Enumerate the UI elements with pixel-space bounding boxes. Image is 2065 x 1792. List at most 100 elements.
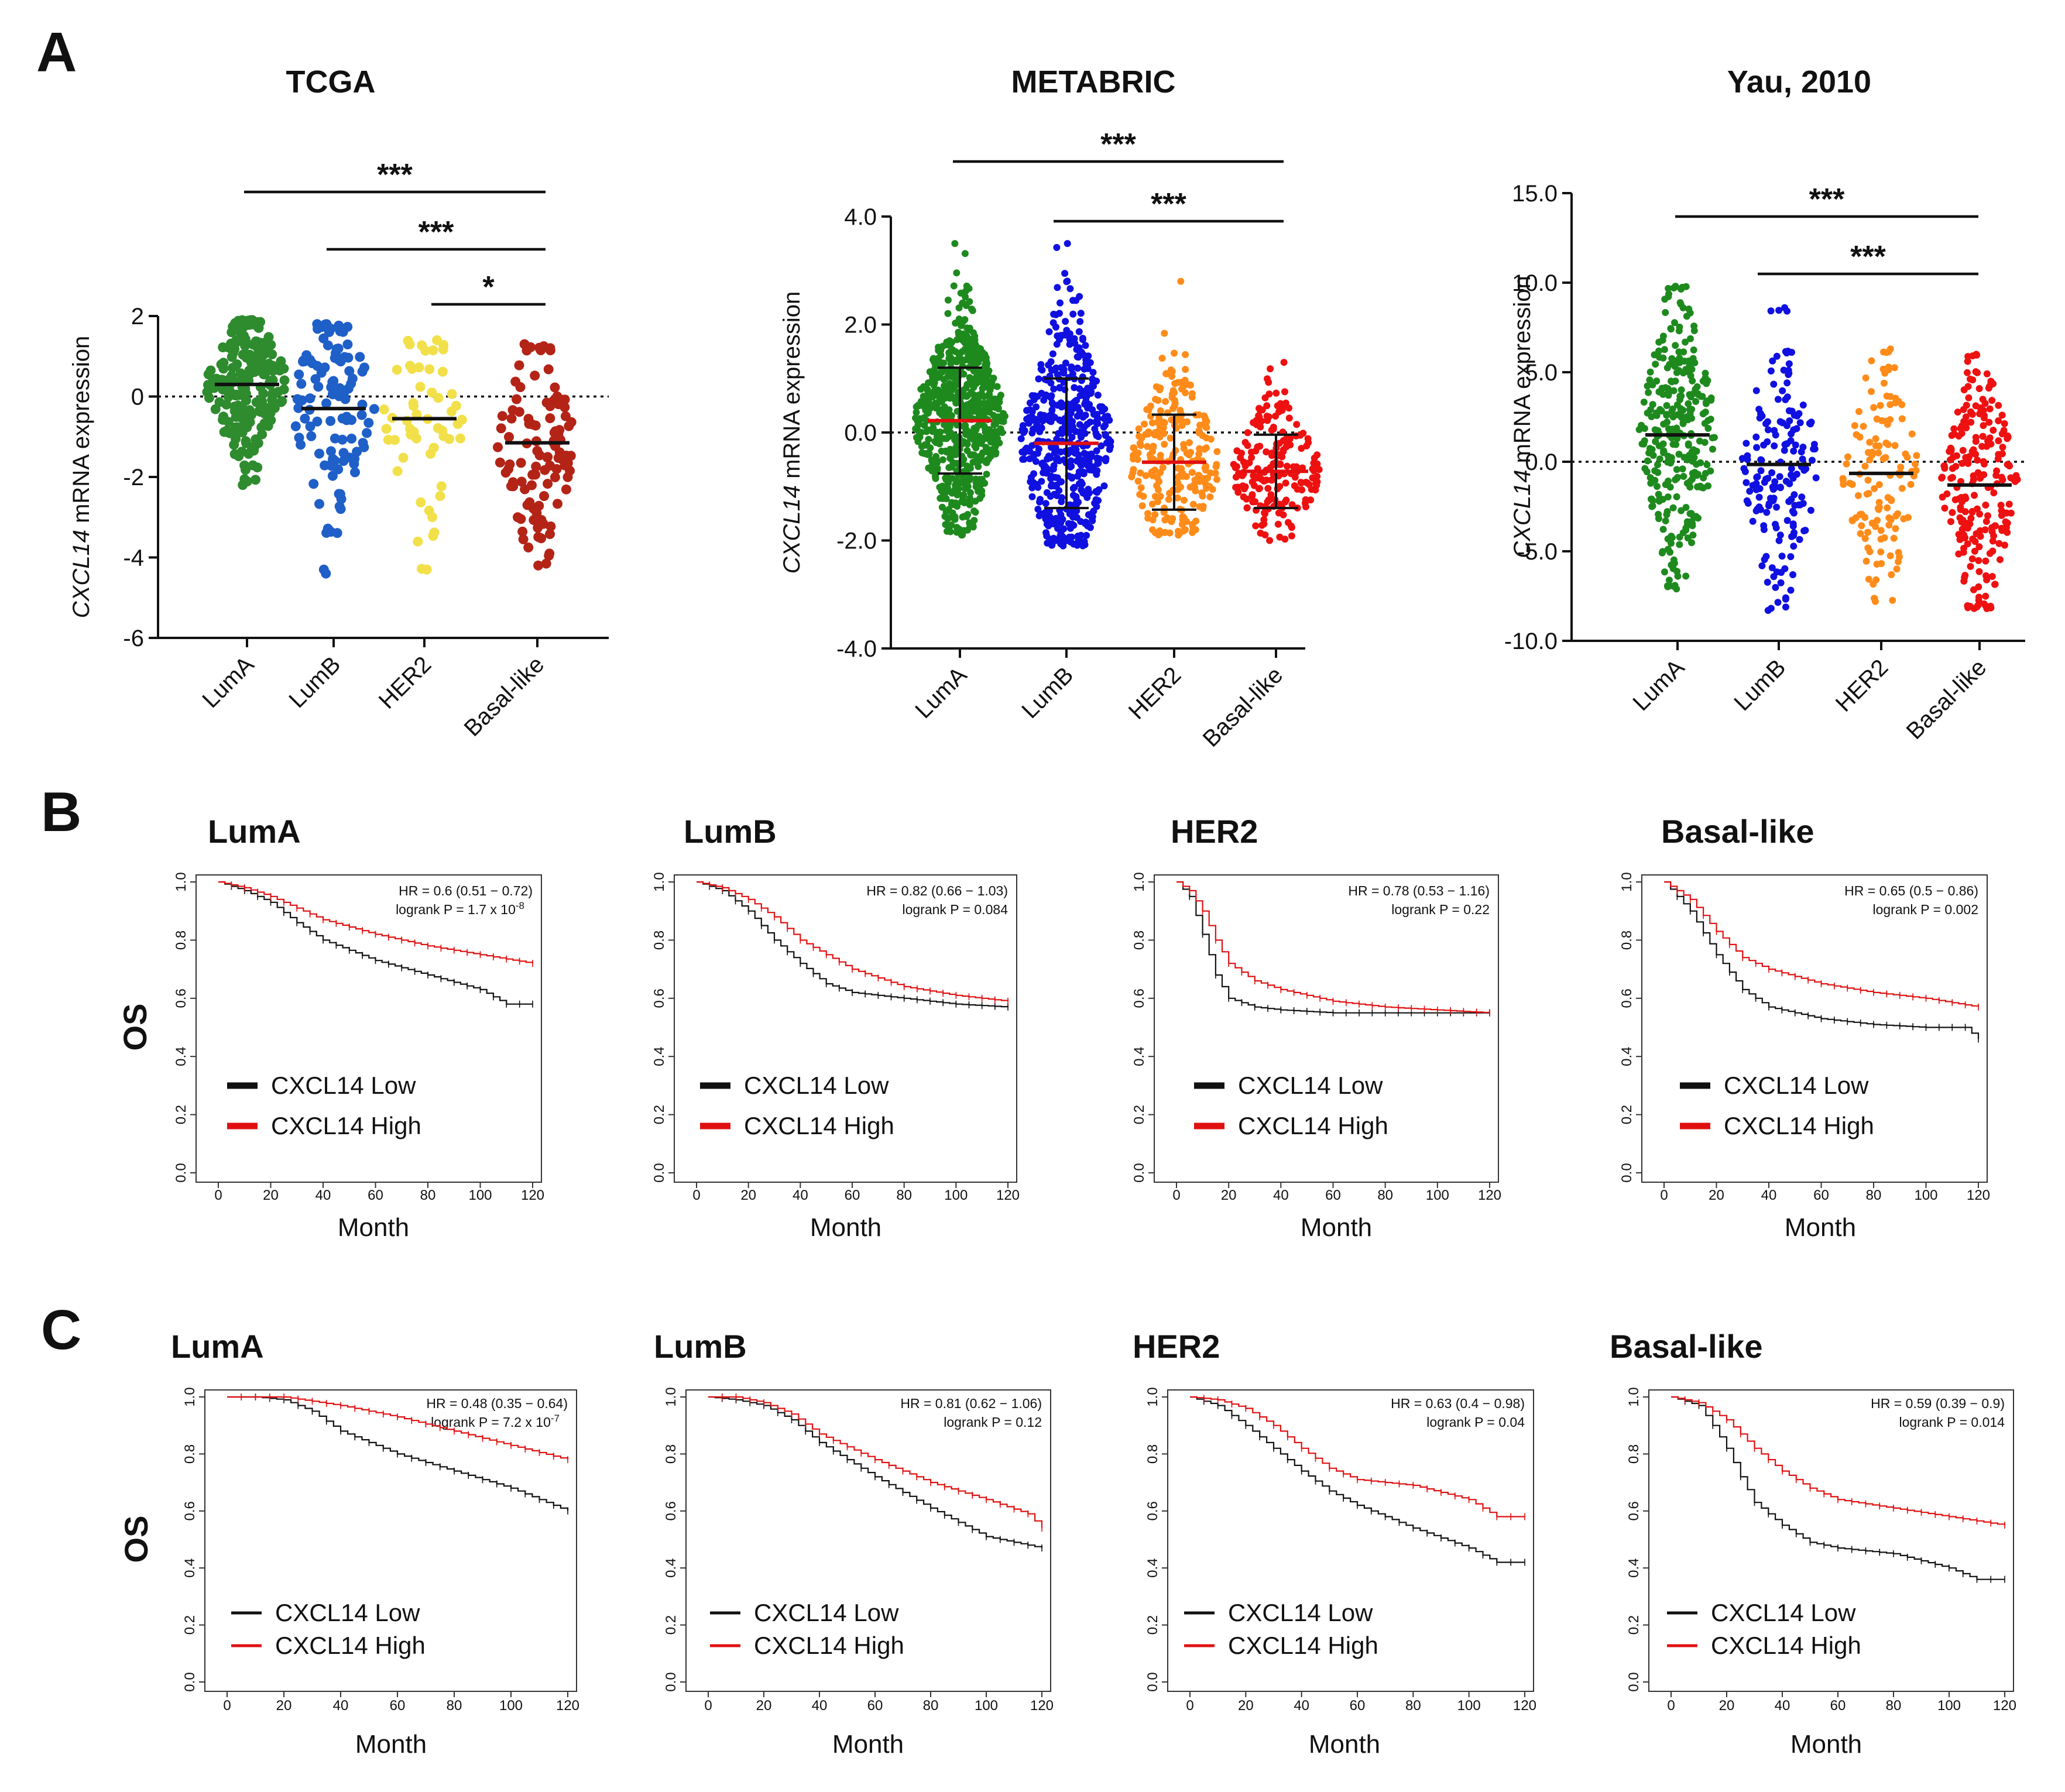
data-point xyxy=(1672,342,1679,349)
data-point xyxy=(1134,478,1142,485)
data-point xyxy=(939,456,946,464)
data-point xyxy=(1148,500,1156,508)
data-point xyxy=(1040,396,1048,404)
data-point xyxy=(438,344,448,355)
data-point xyxy=(216,359,227,370)
data-point xyxy=(975,392,983,399)
x-tick-label: 120 xyxy=(1967,1187,1990,1203)
data-point xyxy=(1652,361,1659,368)
data-point xyxy=(1267,491,1275,499)
data-point xyxy=(1986,434,1994,442)
data-point xyxy=(953,269,961,277)
data-point xyxy=(1645,389,1652,396)
data-point xyxy=(1042,500,1049,507)
data-point xyxy=(1232,464,1239,471)
data-point xyxy=(1307,496,1315,504)
data-point xyxy=(1861,535,1869,543)
data-point xyxy=(992,449,1000,456)
y-tick-label: 0.2 xyxy=(651,1105,667,1124)
data-point xyxy=(1689,531,1697,539)
data-point xyxy=(1153,482,1161,489)
data-point xyxy=(1053,243,1061,251)
x-tick-label: 120 xyxy=(1030,1698,1054,1714)
data-point xyxy=(496,423,506,434)
data-point xyxy=(1757,467,1765,475)
data-point xyxy=(1165,496,1172,503)
data-point xyxy=(961,316,969,324)
data-point xyxy=(1661,568,1668,576)
data-point xyxy=(1093,489,1101,496)
data-point xyxy=(1084,385,1092,392)
data-point xyxy=(1947,475,1955,482)
data-point xyxy=(1661,346,1668,353)
data-point xyxy=(259,349,269,360)
data-point xyxy=(504,432,514,442)
data-point xyxy=(1086,524,1094,531)
data-point xyxy=(1665,576,1673,584)
data-point xyxy=(1185,439,1193,447)
data-point xyxy=(1058,430,1066,437)
y-axis-label-gene: CXCL14 xyxy=(779,485,805,574)
data-point xyxy=(1970,476,1977,483)
x-tick-label: 40 xyxy=(1273,1187,1289,1203)
data-point xyxy=(1802,527,1809,534)
data-point xyxy=(1959,516,1967,524)
data-point xyxy=(959,337,966,344)
data-point xyxy=(1243,504,1251,511)
data-point xyxy=(1138,502,1146,510)
x-tick-label: 120 xyxy=(1478,1187,1501,1203)
logrank-p-text: logrank P = 1.7 x 10-8 xyxy=(396,900,524,917)
data-point xyxy=(1981,400,1989,407)
data-point xyxy=(1685,440,1692,448)
data-point xyxy=(1654,483,1661,490)
data-point xyxy=(1666,548,1674,556)
data-point xyxy=(1963,456,1970,464)
data-point xyxy=(949,373,956,381)
data-point xyxy=(1175,527,1182,535)
data-point xyxy=(241,436,251,447)
data-point xyxy=(966,495,973,502)
data-point xyxy=(1997,556,2004,564)
x-tick-label: 80 xyxy=(447,1698,462,1714)
data-point xyxy=(235,412,245,423)
data-point xyxy=(326,446,336,456)
data-point xyxy=(1288,501,1296,509)
data-point xyxy=(1868,519,1876,527)
data-point xyxy=(1659,526,1667,533)
data-point xyxy=(1148,448,1156,455)
data-point xyxy=(1986,405,1994,413)
data-point xyxy=(1054,284,1061,291)
data-point xyxy=(1669,413,1677,421)
data-point xyxy=(227,352,237,362)
data-point xyxy=(984,426,992,434)
points-HER2 xyxy=(379,335,467,575)
data-point xyxy=(427,387,437,398)
data-point xyxy=(987,452,994,460)
data-point xyxy=(544,548,555,559)
x-category-label: LumB xyxy=(284,651,345,713)
data-point xyxy=(1680,473,1687,480)
data-point xyxy=(1040,469,1047,476)
data-point xyxy=(1093,416,1101,423)
data-point xyxy=(1703,380,1710,387)
data-point xyxy=(236,370,246,380)
panel-label-b: B xyxy=(41,781,81,843)
data-point xyxy=(455,433,465,444)
censor-marks-high xyxy=(721,1393,1042,1532)
data-point xyxy=(1964,353,1972,361)
y-tick-label: -4.0 xyxy=(836,636,877,662)
data-point xyxy=(249,445,259,456)
data-point xyxy=(1069,418,1076,425)
data-point xyxy=(1037,365,1045,373)
data-point xyxy=(1798,493,1806,501)
data-point xyxy=(1107,442,1114,450)
x-category-label: HER2 xyxy=(1831,654,1894,717)
data-point xyxy=(1280,511,1287,519)
y-tick-label: 0.4 xyxy=(663,1558,679,1578)
data-point xyxy=(1068,462,1075,470)
data-point xyxy=(1891,442,1899,449)
data-point xyxy=(1872,576,1880,583)
data-point xyxy=(1066,285,1074,293)
data-point xyxy=(1857,530,1864,537)
data-point xyxy=(1773,503,1781,511)
